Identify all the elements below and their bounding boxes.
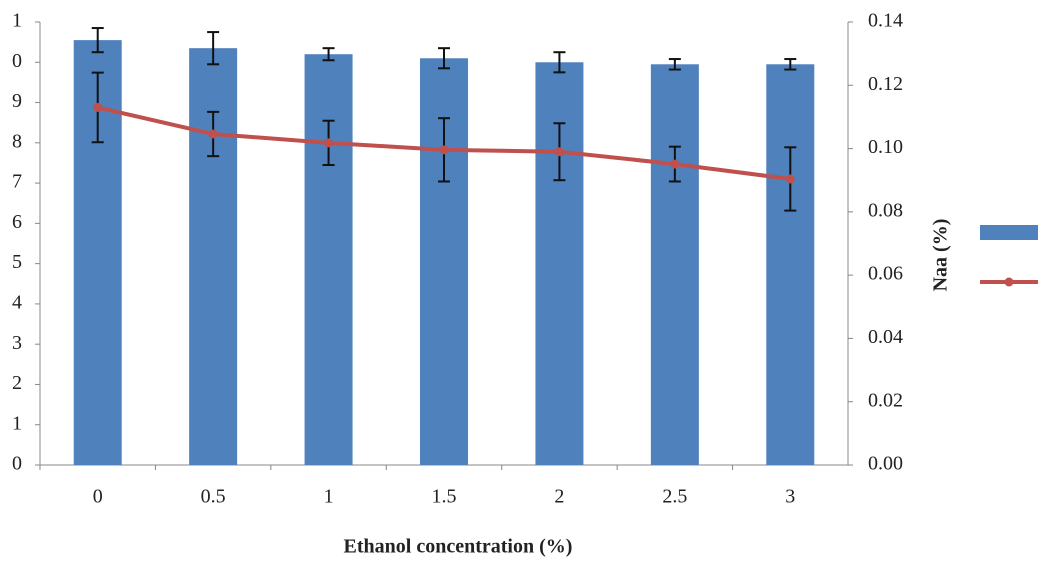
x-tick-label: 2.5 bbox=[662, 486, 687, 508]
legend-swatch bbox=[980, 225, 1038, 240]
y-tick-label: 2 bbox=[12, 372, 22, 394]
y2-tick-label: 0.14 bbox=[868, 10, 903, 32]
y-tick-label: 8 bbox=[12, 130, 22, 152]
line-point bbox=[670, 159, 680, 169]
y-tick-label: 4 bbox=[12, 292, 22, 314]
line-point bbox=[324, 138, 334, 148]
y-tick-label: 1 bbox=[12, 412, 22, 434]
y-tick-label: 0 bbox=[12, 453, 22, 475]
y-tick-label: 7 bbox=[12, 171, 22, 193]
y-tick-label: 6 bbox=[12, 211, 22, 233]
line-point bbox=[554, 147, 564, 157]
x-tick-label: 1 bbox=[324, 486, 334, 508]
y2-tick-label: 0.06 bbox=[868, 263, 903, 285]
y2-tick-label: 0.02 bbox=[868, 389, 903, 411]
y2-tick-label: 0.04 bbox=[868, 326, 903, 348]
bar bbox=[189, 48, 238, 465]
y2-axis-title: Naa (%) bbox=[930, 219, 952, 292]
y2-tick-label: 0.10 bbox=[868, 136, 903, 158]
y-tick-label: 3 bbox=[12, 332, 22, 354]
x-tick-label: 3 bbox=[785, 486, 795, 508]
x-tick-label: 2 bbox=[554, 486, 564, 508]
y-tick-label: 5 bbox=[12, 251, 22, 273]
x-axis-title: Ethanol concentration (%) bbox=[344, 536, 573, 558]
bar bbox=[304, 54, 353, 466]
y-tick-label: 9 bbox=[12, 90, 22, 112]
line-point bbox=[439, 145, 449, 155]
y2-tick-label: 0.12 bbox=[868, 73, 903, 95]
line-point bbox=[785, 174, 795, 184]
x-tick-label: 0 bbox=[93, 486, 103, 508]
y-tick-label: 0 bbox=[12, 50, 22, 72]
y2-tick-label: 0.00 bbox=[868, 453, 903, 475]
x-tick-label: 0.5 bbox=[201, 486, 226, 508]
y2-tick-label: 0.08 bbox=[868, 199, 903, 221]
line-point bbox=[208, 129, 218, 139]
bar bbox=[650, 64, 699, 465]
legend-swatch bbox=[1004, 277, 1014, 287]
bar bbox=[766, 64, 815, 465]
line-point bbox=[93, 102, 103, 112]
x-tick-label: 1.5 bbox=[432, 486, 457, 508]
y-tick-label: 1 bbox=[12, 10, 22, 32]
